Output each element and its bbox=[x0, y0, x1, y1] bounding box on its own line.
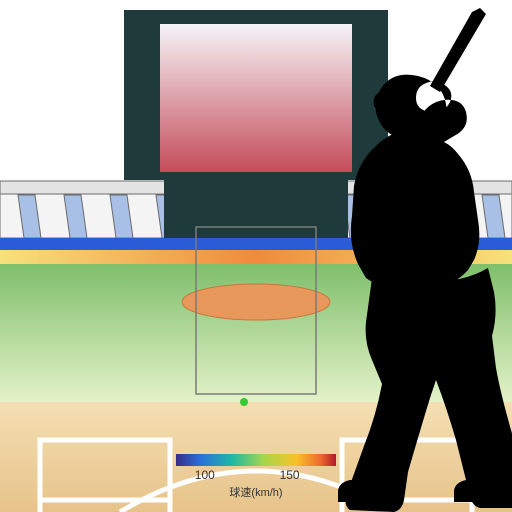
speed-legend-tick: 100 bbox=[195, 468, 215, 482]
pitchers-mound bbox=[182, 284, 330, 320]
scene-svg: 100 150 球速(km/h) bbox=[0, 0, 512, 512]
speed-legend-tick: 150 bbox=[280, 468, 300, 482]
pitch-location-diagram: 100 150 球速(km/h) bbox=[0, 0, 512, 512]
pitch-marker bbox=[240, 398, 248, 406]
speed-legend-bar bbox=[176, 454, 336, 466]
scoreboard-base bbox=[164, 180, 348, 240]
speed-legend-label: 球速(km/h) bbox=[229, 485, 282, 499]
scoreboard-screen bbox=[160, 24, 352, 172]
